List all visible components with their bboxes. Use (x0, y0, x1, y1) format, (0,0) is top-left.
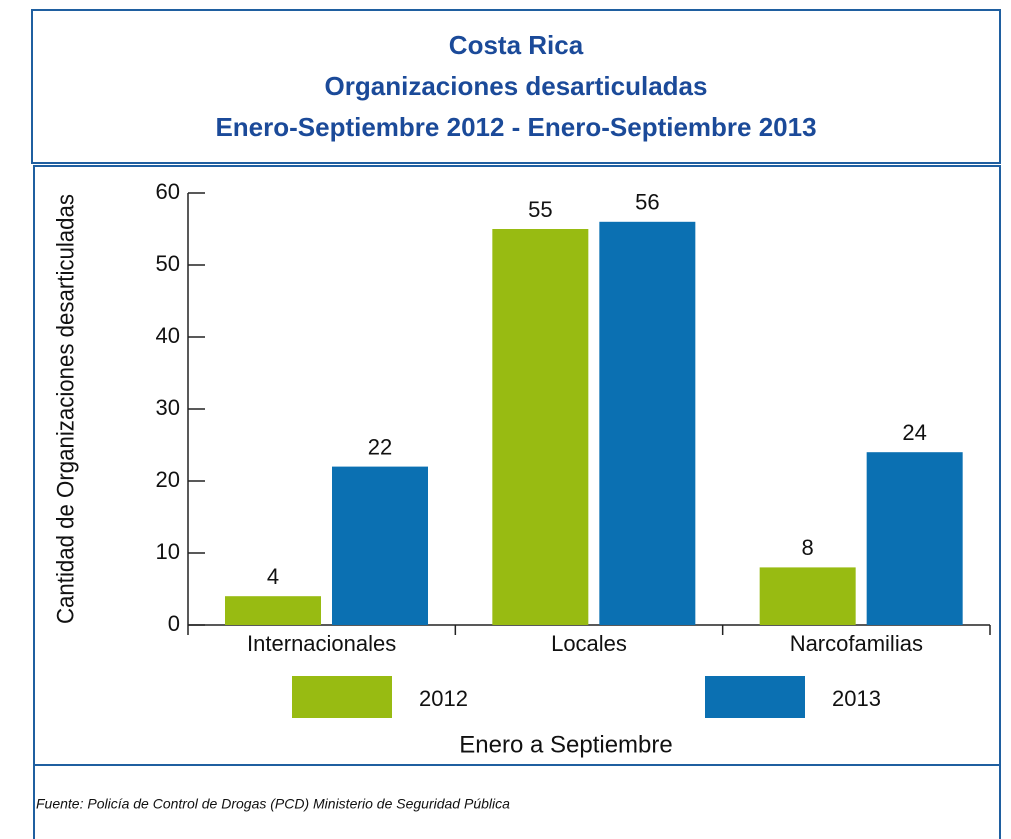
source: Fuente: Policía de Control de Drogas (PC… (36, 796, 510, 812)
legend-label: 2013 (832, 686, 881, 711)
y-tick-label: 60 (156, 179, 180, 204)
data-label: 22 (368, 434, 392, 459)
bar (759, 567, 856, 625)
chart-title: Enero-Septiembre 2012 - Enero-Septiembre… (215, 112, 816, 142)
y-tick-label: 40 (156, 323, 180, 348)
bar (225, 596, 321, 625)
data-label: 4 (267, 564, 279, 589)
y-tick-label: 0 (168, 611, 180, 636)
bar (866, 452, 963, 625)
bar (599, 221, 696, 626)
source-box (33, 764, 1001, 839)
y-tick-label: 10 (156, 539, 180, 564)
title-box (31, 9, 1001, 164)
legend-swatch (705, 676, 805, 718)
data-label: 55 (528, 197, 552, 222)
y-axis-label: Cantidad de Organizaciones desarticulada… (52, 194, 79, 624)
x-axis-label: Enero a Septiembre (459, 731, 672, 758)
x-tick-label: Internacionales (247, 631, 396, 656)
data-label: 8 (802, 535, 814, 560)
legend-label: 2012 (419, 686, 468, 711)
x-tick-label: Locales (551, 631, 627, 656)
bar (332, 466, 428, 625)
x-tick-label: Narcofamilias (790, 631, 923, 656)
y-tick-label: 50 (156, 251, 180, 276)
chart-title: Costa Rica (449, 30, 584, 60)
y-tick-label: 20 (156, 467, 180, 492)
bar (492, 229, 589, 625)
data-label: 56 (635, 190, 659, 215)
legend-swatch (292, 676, 392, 718)
y-tick-label: 30 (156, 395, 180, 420)
data-label: 24 (902, 420, 926, 445)
chart-title: Organizaciones desarticuladas (325, 71, 708, 101)
